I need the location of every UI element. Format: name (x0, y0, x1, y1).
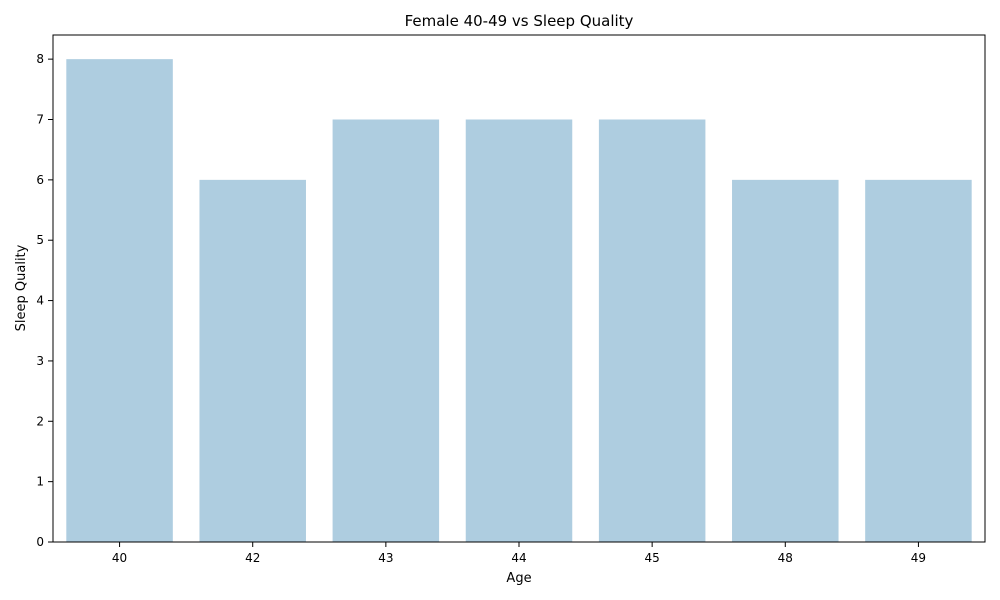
y-tick-label: 1 (36, 475, 44, 489)
x-tick-label: 48 (778, 551, 793, 565)
y-tick-label: 6 (36, 173, 44, 187)
x-tick-label: 44 (511, 551, 526, 565)
y-tick-label: 4 (36, 294, 44, 308)
y-tick-label: 3 (36, 354, 44, 368)
bar-40 (66, 59, 173, 542)
chart-title: Female 40-49 vs Sleep Quality (405, 12, 634, 30)
bar-43 (332, 119, 440, 542)
x-axis-label: Age (506, 571, 531, 586)
y-tick-label: 2 (36, 414, 44, 428)
x-axis: 40 42 43 44 45 48 49 (112, 542, 926, 565)
x-tick-label: 49 (911, 551, 926, 565)
x-tick-label: 40 (112, 551, 127, 565)
x-tick-label: 42 (245, 551, 260, 565)
y-tick-label: 5 (36, 233, 44, 247)
bar-44 (465, 119, 573, 542)
bar-49 (865, 179, 972, 543)
bar-48 (732, 179, 839, 543)
x-tick-label: 45 (645, 551, 660, 565)
bar-42 (199, 179, 306, 543)
y-tick-label: 7 (36, 113, 44, 127)
plot-frame (52, 34, 986, 543)
y-axis: 0 1 2 3 4 5 6 7 8 (36, 52, 53, 549)
bars-group (66, 59, 972, 543)
bar-45 (598, 119, 706, 542)
x-tick-label: 43 (378, 551, 393, 565)
y-tick-label: 8 (36, 52, 44, 66)
y-tick-label: 0 (36, 535, 44, 549)
y-axis-label: Sleep Quality (14, 244, 29, 331)
